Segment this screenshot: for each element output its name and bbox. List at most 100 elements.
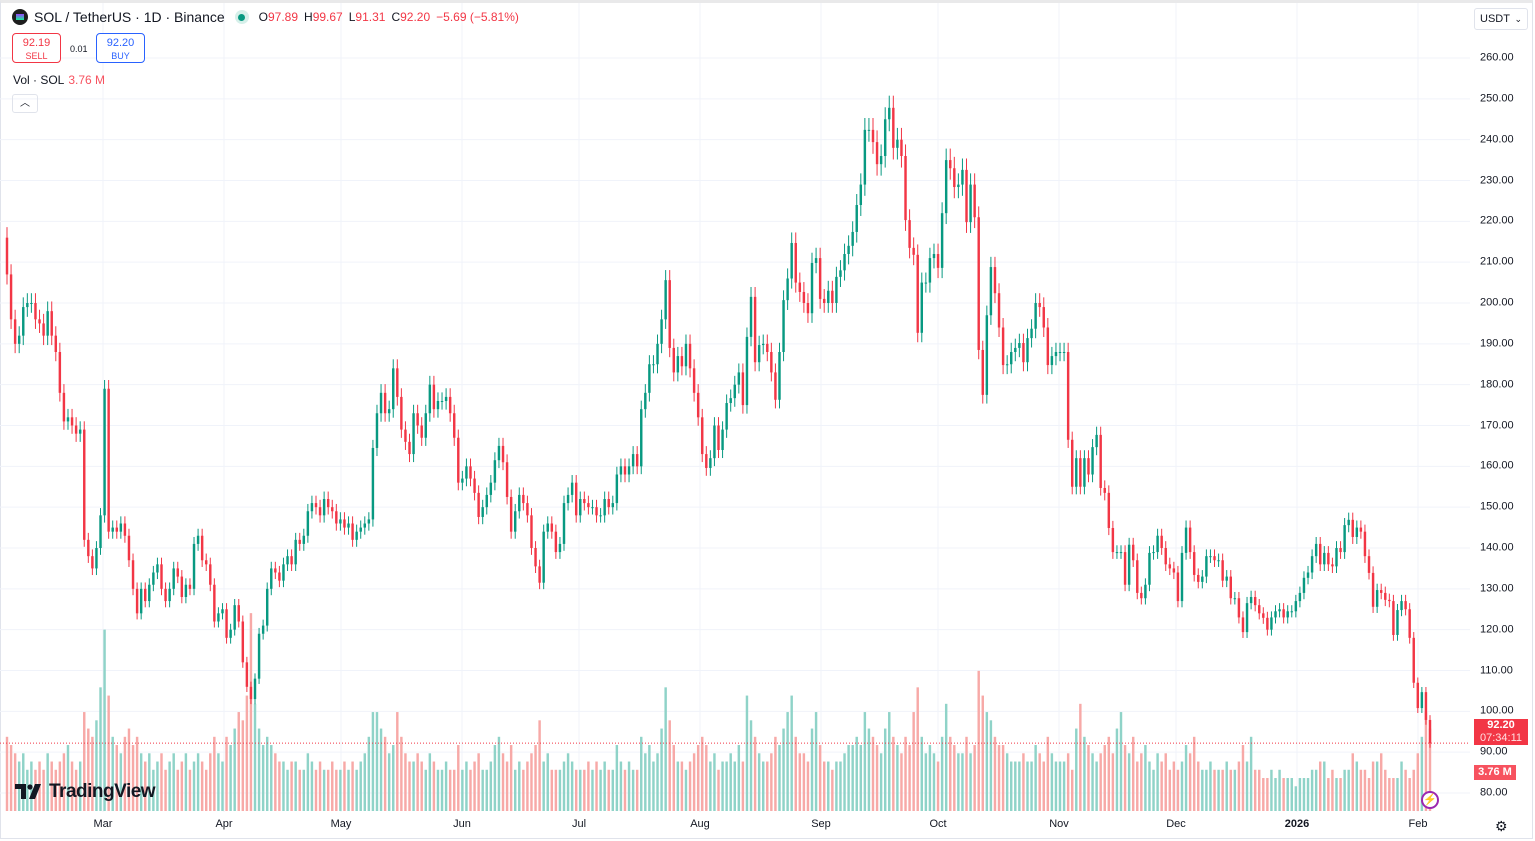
volume-bar	[1014, 761, 1017, 811]
volume-bar	[648, 745, 651, 811]
volume-bar	[160, 753, 163, 811]
volume-bar	[184, 753, 188, 811]
candle-body	[676, 356, 680, 373]
volume-bar	[225, 736, 228, 811]
candle-body	[1379, 590, 1383, 593]
candle-body	[1339, 548, 1342, 553]
candle-body	[176, 568, 179, 577]
candle-body	[1298, 592, 1302, 602]
volume-bar	[599, 769, 602, 811]
volume-bar	[200, 761, 204, 811]
candle-body	[387, 409, 391, 414]
candle-body	[534, 548, 537, 567]
candle-body	[180, 576, 184, 597]
volume-bar	[778, 745, 781, 811]
candle-body	[1306, 572, 1310, 578]
volume-bar	[989, 720, 993, 811]
candle-body	[656, 343, 659, 365]
volume-bar	[95, 720, 98, 811]
candle-body	[916, 254, 919, 333]
candle-body	[692, 368, 696, 393]
volume-bar	[1140, 753, 1143, 811]
candle-body	[1030, 328, 1033, 339]
candle-body	[461, 478, 464, 483]
volume-bar	[721, 761, 724, 811]
volume-bar	[1144, 745, 1147, 811]
volume-bar	[1058, 761, 1062, 811]
volume-bar	[1079, 703, 1082, 811]
buy-button[interactable]: 92.20 BUY	[96, 33, 145, 63]
candle-body	[501, 445, 505, 463]
symbol-title[interactable]: SOL / TetherUS · 1D · Binance	[34, 9, 225, 25]
volume-bar	[278, 761, 281, 811]
currency-select[interactable]: USDT ⌄	[1474, 8, 1528, 30]
candle-body	[9, 274, 13, 320]
volume-bar	[973, 745, 976, 811]
candle-body	[1184, 527, 1188, 553]
volume-bar	[1347, 769, 1350, 811]
volume-bar	[416, 753, 419, 811]
volume-bar	[802, 753, 806, 811]
candle-body	[623, 466, 627, 475]
candle-body	[924, 282, 928, 284]
volume-bar	[461, 769, 464, 811]
candle-body	[217, 613, 220, 622]
volume-bar	[684, 769, 688, 811]
candle-body	[111, 527, 114, 532]
candle-body	[944, 160, 948, 214]
volume-bar	[1266, 778, 1269, 811]
collapse-legend-button[interactable]: ︿	[12, 94, 38, 113]
tradingview-logo[interactable]: TradingView	[15, 781, 156, 803]
volume-bar	[432, 761, 436, 811]
volume-bar	[566, 753, 570, 811]
candle-body	[1197, 574, 1200, 582]
candle-body	[1396, 610, 1399, 635]
volume-bar	[1062, 761, 1066, 811]
volume-bar	[1168, 769, 1172, 811]
candle-body	[322, 499, 326, 516]
volume-bar	[119, 753, 123, 811]
candle-body	[997, 293, 1001, 328]
volume-bar	[5, 736, 9, 811]
candle-body	[103, 388, 106, 516]
candle-body	[314, 503, 318, 508]
candle-body	[343, 519, 346, 528]
volume-bar	[448, 769, 452, 811]
candle-body	[749, 296, 753, 337]
volume-bar	[465, 761, 468, 811]
candle-body	[1274, 611, 1277, 618]
volume-bar	[497, 736, 501, 811]
volume-bar	[664, 687, 667, 811]
volume-bar	[1022, 753, 1025, 811]
volume-legend[interactable]: Vol · SOL 3.76 M	[13, 73, 105, 87]
candle-body	[379, 392, 383, 414]
candle-body	[615, 474, 619, 504]
candle-body	[1140, 592, 1143, 599]
candle-body	[1054, 352, 1058, 357]
volume-bar	[1392, 778, 1395, 811]
volume-bar	[623, 769, 627, 811]
candle-body	[87, 539, 90, 557]
volume-bar	[554, 769, 558, 811]
candle-body	[591, 507, 594, 509]
lightning-icon[interactable]: ⚡	[1421, 791, 1439, 809]
candle-body	[95, 548, 98, 569]
settings-icon[interactable]: ⚙	[1495, 818, 1508, 834]
volume-bar	[469, 769, 472, 811]
candle-body	[1286, 611, 1289, 618]
volume-label: Vol · SOL	[13, 73, 65, 87]
ohlc-legend: O97.89 H99.67 L91.31 C92.20 −5.69 (−5.81…	[259, 10, 519, 24]
volume-bar	[879, 753, 883, 811]
volume-bar	[944, 703, 948, 811]
candle-body	[1026, 338, 1029, 363]
volume-bar	[1388, 778, 1391, 811]
sell-button[interactable]: 92.19 SELL	[12, 33, 61, 63]
candle-body	[274, 568, 277, 573]
volume-bar	[766, 761, 769, 811]
candle-body	[928, 258, 932, 283]
candle-body	[1144, 584, 1147, 599]
volume-bar	[822, 761, 826, 811]
volume-bar	[1290, 778, 1293, 811]
volume-bar	[127, 728, 131, 811]
